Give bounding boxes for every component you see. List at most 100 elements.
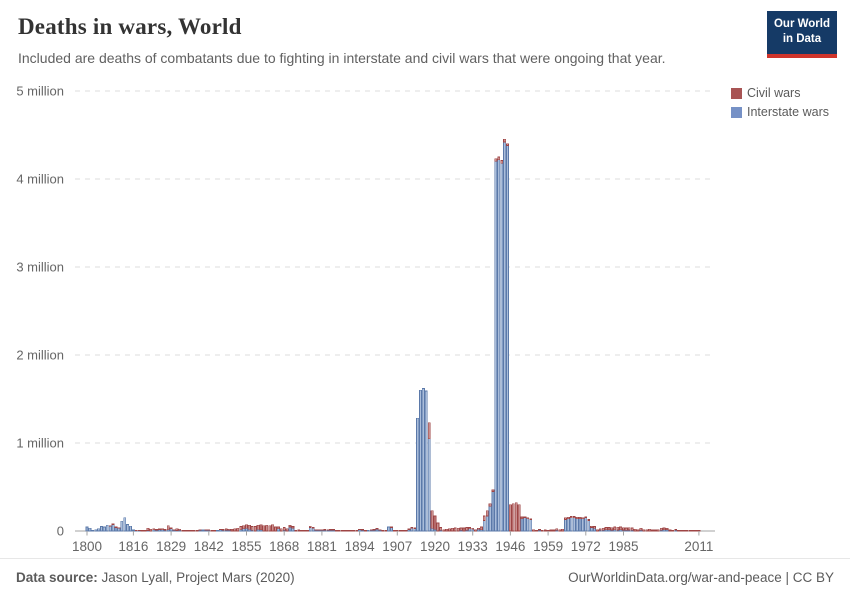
bar-interstate [201, 529, 205, 532]
bar-civil [468, 527, 472, 530]
bar-interstate [366, 529, 370, 532]
bar-civil [677, 529, 680, 532]
bar-civil [494, 158, 498, 162]
bar-interstate [108, 525, 112, 532]
bar-civil [297, 529, 301, 532]
bar-civil [459, 527, 463, 531]
bar-civil [413, 527, 417, 530]
bar-civil [381, 529, 385, 532]
bar-interstate [387, 526, 390, 532]
bar-interstate [578, 518, 582, 532]
svg-text:1894: 1894 [345, 539, 376, 554]
bar-civil [546, 529, 550, 532]
bar-civil [543, 529, 547, 532]
bar-civil [355, 529, 359, 532]
bar-interstate [85, 526, 89, 532]
bar-civil [604, 527, 608, 531]
bar-civil [662, 527, 666, 531]
bar-interstate [105, 524, 109, 532]
bar-civil [630, 527, 634, 531]
bar-civil [465, 527, 469, 531]
owid-url-link[interactable]: OurWorldinData.org/war-and-peace [568, 570, 782, 585]
owid-logo-line1: Our World [773, 18, 830, 30]
bar-interstate [497, 159, 501, 532]
bar-civil [665, 528, 669, 531]
bar-interstate [422, 388, 425, 532]
bar-civil [390, 526, 393, 528]
bar-civil [407, 528, 411, 531]
bar-civil [485, 510, 489, 517]
bars-group[interactable] [85, 139, 701, 532]
bar-civil [303, 529, 306, 532]
bar-civil [442, 529, 446, 532]
bar-civil [619, 526, 622, 531]
bar-civil [265, 524, 269, 532]
bar-civil [181, 529, 185, 532]
bar-civil [311, 527, 315, 529]
bar-interstate [311, 528, 315, 532]
bar-interstate [88, 528, 92, 532]
bar-civil [688, 529, 692, 532]
bar-civil [511, 503, 515, 532]
bar-civil [572, 516, 576, 519]
bar-interstate [410, 528, 414, 532]
page-title: Deaths in wars, World [18, 14, 242, 39]
bar-civil [627, 527, 631, 531]
bar-interstate [291, 527, 295, 532]
data-source-label: Data source: [16, 570, 98, 585]
bar-civil [581, 517, 585, 520]
bar-interstate [494, 161, 498, 532]
bar-civil [671, 529, 675, 532]
bar-civil [268, 525, 272, 532]
bar-civil [610, 527, 614, 531]
bar-civil [294, 529, 298, 532]
svg-text:4 million: 4 million [16, 172, 64, 187]
bar-interstate [117, 528, 121, 532]
bar-civil [607, 527, 611, 531]
bar-interstate [488, 506, 492, 532]
bar-civil [601, 528, 605, 531]
bar-civil [488, 503, 492, 507]
bar-civil [178, 528, 182, 531]
bar-interstate [593, 528, 596, 532]
svg-text:1800: 1800 [72, 539, 102, 554]
bar-civil [285, 528, 289, 532]
owid-logo[interactable]: Our World in Data [766, 11, 837, 58]
bar-interstate [308, 527, 312, 532]
bar-interstate [126, 524, 130, 532]
bar-civil [323, 529, 327, 531]
bar-interstate [584, 517, 588, 532]
bar-civil [691, 529, 695, 532]
bar-civil [668, 529, 672, 532]
bar-civil [552, 529, 556, 532]
bar-civil [372, 529, 376, 531]
bar-civil [456, 528, 460, 532]
bar-civil [575, 517, 579, 520]
svg-text:0: 0 [57, 524, 64, 539]
bar-civil [462, 527, 466, 532]
bar-civil [535, 529, 538, 532]
bar-civil [230, 528, 234, 532]
bar-civil [503, 139, 506, 143]
bar-civil [613, 526, 617, 531]
bar-interstate [97, 528, 101, 532]
bar-civil [427, 422, 431, 439]
bar-civil [410, 527, 414, 529]
legend-item-interstate-wars[interactable]: Interstate wars [731, 105, 829, 119]
bar-civil [277, 526, 280, 530]
bar-civil [288, 524, 292, 528]
bar-interstate [590, 527, 593, 532]
bar-civil [659, 528, 663, 531]
bar-interstate [500, 162, 504, 532]
bar-civil [520, 516, 524, 520]
bar-civil [653, 529, 657, 532]
bar-civil [253, 526, 257, 532]
civil-wars-swatch-icon [731, 87, 742, 99]
legend-item-civil-wars[interactable]: Civil wars [731, 86, 829, 100]
bar-civil [564, 517, 567, 520]
chart-footer: Data source: Jason Lyall, Project Mars (… [0, 558, 850, 600]
svg-text:1 million: 1 million [16, 436, 64, 451]
bar-civil [474, 529, 477, 532]
bar-civil [651, 529, 654, 532]
